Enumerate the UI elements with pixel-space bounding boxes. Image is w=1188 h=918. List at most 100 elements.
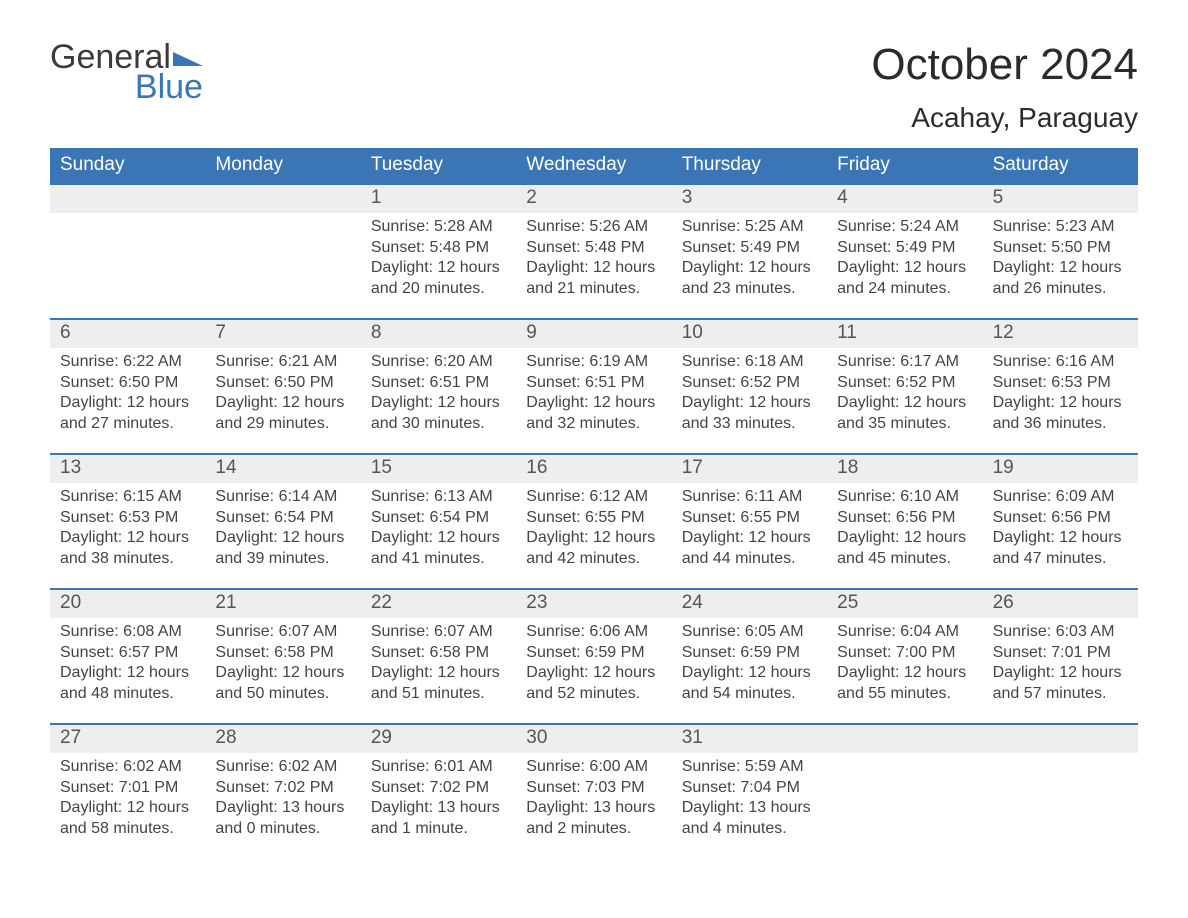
day-cell: 14Sunrise: 6:14 AMSunset: 6:54 PMDayligh… (205, 453, 360, 588)
sunrise-line: Sunrise: 6:21 AM (215, 352, 350, 373)
sunrise-line: Sunrise: 6:04 AM (837, 622, 972, 643)
sunrise-line: Sunrise: 6:06 AM (526, 622, 661, 643)
day-cell: 31Sunrise: 5:59 AMSunset: 7:04 PMDayligh… (672, 723, 827, 858)
day-cell: 25Sunrise: 6:04 AMSunset: 7:00 PMDayligh… (827, 588, 982, 723)
daylight-line: Daylight: 12 hours and 57 minutes. (993, 663, 1128, 705)
weeks-container: 1Sunrise: 5:28 AMSunset: 5:48 PMDaylight… (50, 183, 1138, 858)
day-details: Sunrise: 6:11 AMSunset: 6:55 PMDaylight:… (672, 483, 827, 570)
day-number (983, 723, 1138, 753)
daylight-line: Daylight: 12 hours and 27 minutes. (60, 393, 195, 435)
day-cell: 12Sunrise: 6:16 AMSunset: 6:53 PMDayligh… (983, 318, 1138, 453)
daylight-line: Daylight: 12 hours and 35 minutes. (837, 393, 972, 435)
sunrise-line: Sunrise: 5:24 AM (837, 217, 972, 238)
daylight-line: Daylight: 12 hours and 58 minutes. (60, 798, 195, 840)
day-cell: 4Sunrise: 5:24 AMSunset: 5:49 PMDaylight… (827, 183, 982, 318)
day-number: 23 (516, 588, 671, 618)
daylight-line: Daylight: 12 hours and 24 minutes. (837, 258, 972, 300)
day-cell: 26Sunrise: 6:03 AMSunset: 7:01 PMDayligh… (983, 588, 1138, 723)
sunrise-line: Sunrise: 6:16 AM (993, 352, 1128, 373)
day-cell: 5Sunrise: 5:23 AMSunset: 5:50 PMDaylight… (983, 183, 1138, 318)
day-cell: 6Sunrise: 6:22 AMSunset: 6:50 PMDaylight… (50, 318, 205, 453)
day-number: 18 (827, 453, 982, 483)
day-number (50, 183, 205, 213)
day-number: 10 (672, 318, 827, 348)
daylight-line: Daylight: 12 hours and 52 minutes. (526, 663, 661, 705)
day-number (827, 723, 982, 753)
brand-logo: General Blue (50, 40, 203, 104)
sunrise-line: Sunrise: 6:12 AM (526, 487, 661, 508)
daylight-line: Daylight: 12 hours and 48 minutes. (60, 663, 195, 705)
day-cell: 29Sunrise: 6:01 AMSunset: 7:02 PMDayligh… (361, 723, 516, 858)
day-number: 12 (983, 318, 1138, 348)
daylight-line: Daylight: 12 hours and 29 minutes. (215, 393, 350, 435)
location-subtitle: Acahay, Paraguay (871, 102, 1138, 134)
day-cell: 9 Sunrise: 6:19 AMSunset: 6:51 PMDaylight… (516, 318, 671, 453)
day-number: 1 (361, 183, 516, 213)
daylight-line: Daylight: 13 hours and 4 minutes. (682, 798, 817, 840)
sunset-line: Sunset: 7:01 PM (993, 643, 1128, 664)
day-details: Sunrise: 6:20 AMSunset: 6:51 PMDaylight:… (361, 348, 516, 435)
day-details: Sunrise: 6:12 AMSunset: 6:55 PMDaylight:… (516, 483, 671, 570)
day-cell: 10Sunrise: 6:18 AMSunset: 6:52 PMDayligh… (672, 318, 827, 453)
day-cell: 22Sunrise: 6:07 AMSunset: 6:58 PMDayligh… (361, 588, 516, 723)
daylight-line: Daylight: 12 hours and 30 minutes. (371, 393, 506, 435)
day-details: Sunrise: 6:16 AMSunset: 6:53 PMDaylight:… (983, 348, 1138, 435)
calendar-week: 13Sunrise: 6:15 AMSunset: 6:53 PMDayligh… (50, 453, 1138, 588)
day-details: Sunrise: 6:21 AMSunset: 6:50 PMDaylight:… (205, 348, 360, 435)
day-details: Sunrise: 5:26 AMSunset: 5:48 PMDaylight:… (516, 213, 671, 300)
sunset-line: Sunset: 6:59 PM (682, 643, 817, 664)
sunset-line: Sunset: 6:50 PM (215, 373, 350, 394)
sunrise-line: Sunrise: 6:08 AM (60, 622, 195, 643)
day-cell: 19Sunrise: 6:09 AMSunset: 6:56 PMDayligh… (983, 453, 1138, 588)
day-details: Sunrise: 6:09 AMSunset: 6:56 PMDaylight:… (983, 483, 1138, 570)
day-number: 25 (827, 588, 982, 618)
day-details: Sunrise: 5:24 AMSunset: 5:49 PMDaylight:… (827, 213, 982, 300)
daylight-line: Daylight: 12 hours and 50 minutes. (215, 663, 350, 705)
day-details: Sunrise: 6:05 AMSunset: 6:59 PMDaylight:… (672, 618, 827, 705)
sunrise-line: Sunrise: 5:25 AM (682, 217, 817, 238)
daylight-line: Daylight: 12 hours and 44 minutes. (682, 528, 817, 570)
weekday-header: Wednesday (516, 148, 671, 183)
day-details: Sunrise: 6:10 AMSunset: 6:56 PMDaylight:… (827, 483, 982, 570)
day-cell: 18Sunrise: 6:10 AMSunset: 6:56 PMDayligh… (827, 453, 982, 588)
day-number: 30 (516, 723, 671, 753)
header: General Blue October 2024 Acahay, Paragu… (50, 40, 1138, 134)
weekday-header: Thursday (672, 148, 827, 183)
sunrise-line: Sunrise: 6:00 AM (526, 757, 661, 778)
title-block: October 2024 Acahay, Paraguay (871, 40, 1138, 134)
sunset-line: Sunset: 7:02 PM (215, 778, 350, 799)
day-details: Sunrise: 6:03 AMSunset: 7:01 PMDaylight:… (983, 618, 1138, 705)
day-number: 9 (516, 318, 671, 348)
day-number: 27 (50, 723, 205, 753)
sunset-line: Sunset: 6:55 PM (526, 508, 661, 529)
day-number: 21 (205, 588, 360, 618)
sunrise-line: Sunrise: 6:13 AM (371, 487, 506, 508)
sunset-line: Sunset: 5:49 PM (837, 238, 972, 259)
day-details: Sunrise: 6:17 AMSunset: 6:52 PMDaylight:… (827, 348, 982, 435)
sunset-line: Sunset: 5:50 PM (993, 238, 1128, 259)
sunrise-line: Sunrise: 6:15 AM (60, 487, 195, 508)
daylight-line: Daylight: 12 hours and 33 minutes. (682, 393, 817, 435)
sunset-line: Sunset: 6:57 PM (60, 643, 195, 664)
sunrise-line: Sunrise: 6:19 AM (526, 352, 661, 373)
daylight-line: Daylight: 12 hours and 47 minutes. (993, 528, 1128, 570)
day-details: Sunrise: 5:25 AMSunset: 5:49 PMDaylight:… (672, 213, 827, 300)
day-number: 6 (50, 318, 205, 348)
weekday-header: Saturday (983, 148, 1138, 183)
day-details: Sunrise: 6:18 AMSunset: 6:52 PMDaylight:… (672, 348, 827, 435)
sunrise-line: Sunrise: 6:10 AM (837, 487, 972, 508)
sunrise-line: Sunrise: 5:23 AM (993, 217, 1128, 238)
daylight-line: Daylight: 12 hours and 32 minutes. (526, 393, 661, 435)
sunset-line: Sunset: 6:58 PM (215, 643, 350, 664)
day-details: Sunrise: 5:23 AMSunset: 5:50 PMDaylight:… (983, 213, 1138, 300)
day-number: 26 (983, 588, 1138, 618)
calendar: Sunday Monday Tuesday Wednesday Thursday… (50, 148, 1138, 858)
weekday-header: Sunday (50, 148, 205, 183)
sunset-line: Sunset: 6:51 PM (526, 373, 661, 394)
sunset-line: Sunset: 5:48 PM (526, 238, 661, 259)
sunset-line: Sunset: 6:52 PM (837, 373, 972, 394)
day-cell: 27Sunrise: 6:02 AMSunset: 7:01 PMDayligh… (50, 723, 205, 858)
day-number: 31 (672, 723, 827, 753)
weekday-header-row: Sunday Monday Tuesday Wednesday Thursday… (50, 148, 1138, 183)
sunset-line: Sunset: 5:49 PM (682, 238, 817, 259)
